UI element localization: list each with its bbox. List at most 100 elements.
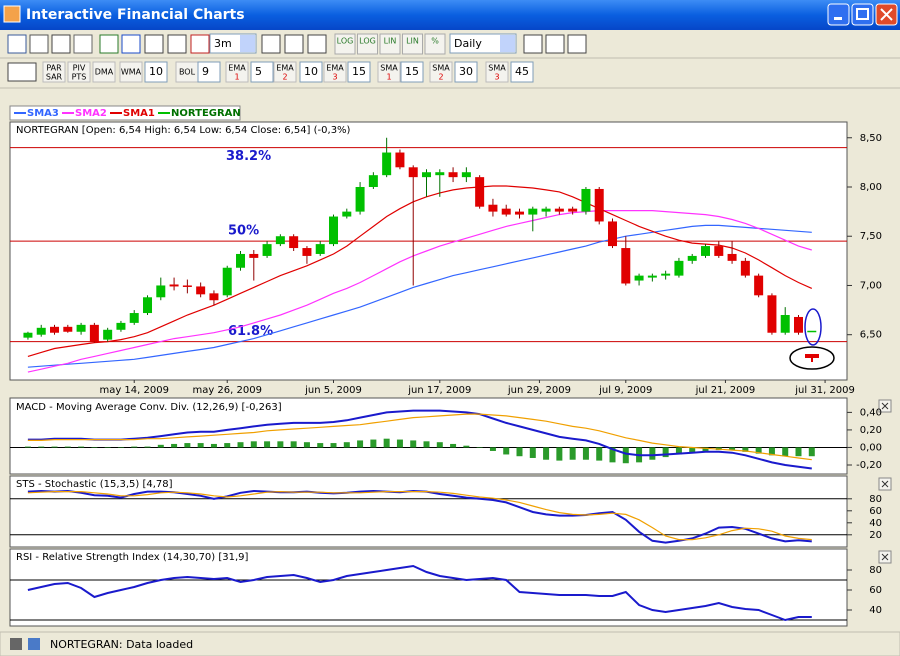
parameter-field[interactable] [250,61,274,83]
histogram-bar [410,440,417,448]
parameter-value: 9 [202,65,209,78]
indicator-button[interactable] [323,61,347,83]
histogram-bar [104,447,111,448]
toolbar-icon[interactable] [144,34,164,54]
candle-body [647,275,657,278]
interval-value: Daily [454,37,482,50]
indicator-button[interactable] [92,61,116,83]
indicator-button[interactable] [67,61,91,83]
candle-body [435,172,445,176]
indicator-button[interactable] [225,61,249,83]
parameter-field[interactable] [299,61,323,83]
histogram-bar [343,442,350,448]
toolbar-icon[interactable] [261,34,281,54]
candle-body [103,329,113,340]
parameter-value: 15 [405,65,419,78]
candle-body [674,260,684,276]
histogram-bar [117,447,124,448]
toolbar-button[interactable] [334,33,356,55]
indicator-button[interactable] [485,61,509,83]
toolbar-icon[interactable] [7,34,27,54]
parameter-field[interactable] [510,61,534,83]
panel-close-icon [881,480,889,488]
toolbar-button-label: LOG [337,37,354,46]
histogram-bar [516,447,523,457]
toolbar-button-label: % [431,37,439,46]
indicator-button[interactable] [377,61,401,83]
histogram-bar [303,442,310,448]
toolbar-icon[interactable] [73,34,93,54]
candle-body [315,244,325,254]
maximize-button[interactable] [851,3,874,26]
chart-panel: RSI - Relative Strength Index (14,30,70)… [9,548,892,627]
app-icon [3,5,21,23]
parameter-field[interactable] [454,61,478,83]
candle-body [767,295,777,333]
parameter-field[interactable] [144,61,168,83]
toolbar-button-label: LIN [406,37,419,46]
toolbar-icon[interactable] [29,34,49,54]
indicator-button[interactable] [42,61,66,83]
histogram-bar [503,447,510,455]
toolbar-button[interactable] [402,33,423,55]
panel-background [9,548,848,627]
indicator-button[interactable] [429,61,453,83]
candle-body [634,275,644,281]
histogram-bar [277,441,284,448]
status-icon [28,638,40,650]
toolbar-icon[interactable] [567,34,587,54]
candle-body [143,297,153,314]
toolbar-button-label: LIN [384,37,397,46]
toolbar-icon[interactable] [7,62,37,82]
histogram-bar [755,447,762,454]
panel-title: NORTEGRAN [Open: 6,54 High: 6,54 Low: 6,… [16,125,351,136]
parameter-field[interactable] [347,61,371,83]
candle-body [63,326,73,332]
series-line [27,224,812,368]
candle-body [408,167,418,178]
toolbar-button[interactable] [379,33,401,55]
toolbar-button[interactable] [357,33,378,55]
parameter-field[interactable] [400,61,424,83]
indicator-button[interactable] [119,61,143,83]
indicator-label: PIV [73,64,86,73]
candle-body [89,324,99,342]
histogram-bar [702,447,709,451]
histogram-bar [463,445,470,448]
toolbar-icon[interactable] [167,34,187,54]
toolbar-icon[interactable] [545,34,565,54]
minimize-button[interactable] [827,3,850,26]
toolbar-icon[interactable] [51,34,71,54]
candle-body [382,152,392,176]
parameter-value: 30 [459,65,473,78]
legend [9,105,241,121]
indicator-label: EMA [326,64,344,73]
toolbar-icon[interactable] [523,34,543,54]
candle-body [222,267,232,296]
toolbar-icon[interactable] [190,34,210,54]
level-label: 50% [228,224,259,239]
toolbar-icon[interactable] [307,34,327,54]
y-tick-label: 8,00 [860,182,882,193]
indicator-label: PAR [46,64,62,73]
histogram-bar [64,446,71,448]
candle-body [568,208,578,212]
histogram-bar [450,443,457,448]
interval-select[interactable] [449,33,517,54]
candle-body [50,326,60,333]
indicator-label: EMA [228,64,246,73]
histogram-bar [742,447,749,452]
indicator-sublabel: SAR [46,73,63,82]
histogram-bar [357,440,364,448]
parameter-field[interactable] [197,61,221,83]
series-line [27,409,812,470]
candle-body [262,244,272,256]
toolbar-icon[interactable] [284,34,304,54]
toolbar-button[interactable] [424,33,446,55]
histogram-bar [729,447,736,451]
indicator-button[interactable] [273,61,297,83]
candle-body [129,313,139,323]
toolbar-icon[interactable] [121,34,141,54]
series-line [27,413,812,461]
toolbar-icon[interactable] [99,34,119,54]
